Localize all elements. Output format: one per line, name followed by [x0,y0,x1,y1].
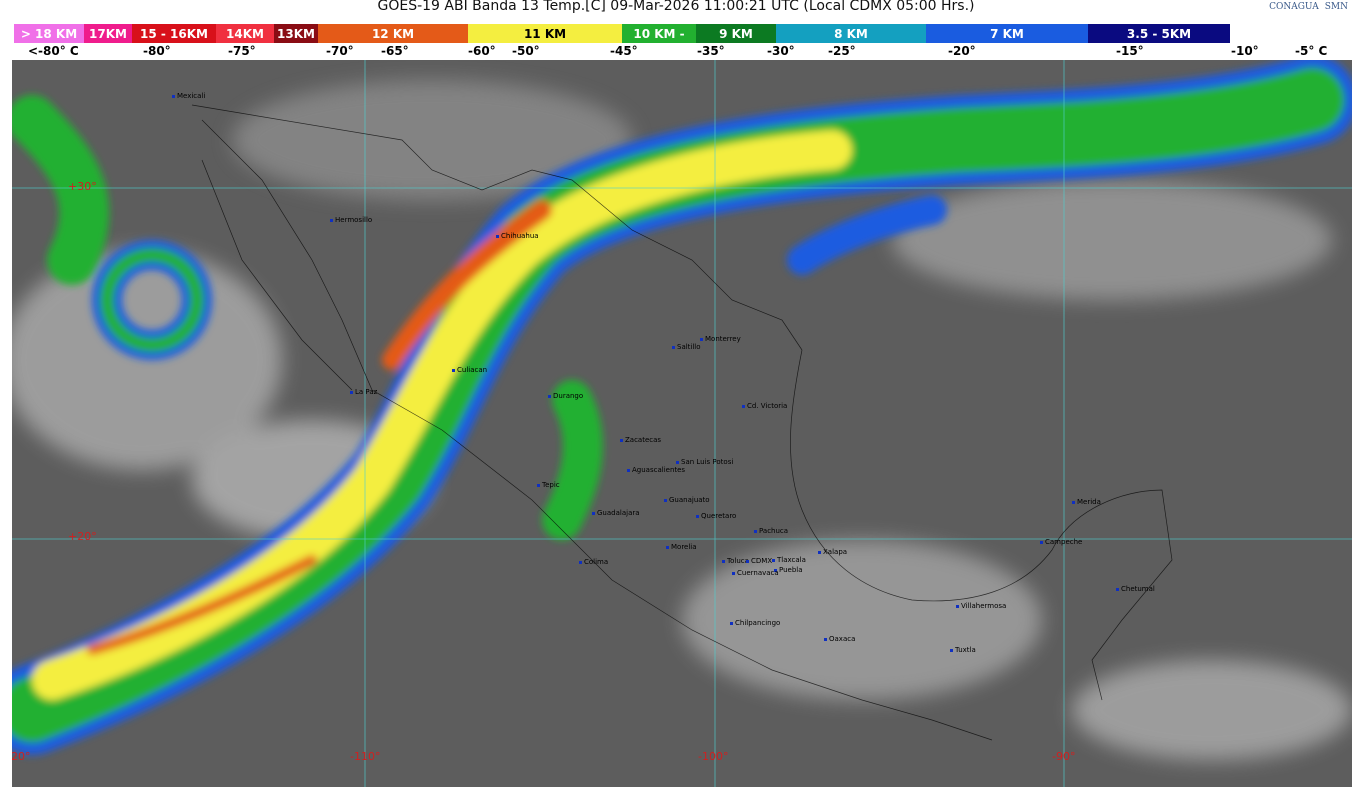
legend-temperature: -30° [767,44,795,58]
legend-temperature: -10° [1231,44,1259,58]
legend-band: 9 KM [696,24,776,43]
conagua-logo: CONAGUA [1269,2,1319,12]
city-label: Oaxaca [824,635,855,643]
legend-band: 14KM [216,24,274,43]
cloud-imagery [12,60,1352,787]
city-label: Zacatecas [620,436,661,444]
temperature-scale: <-80° C -80° -75° -70° -65° -60° -50° -45° -35° -… [0,44,1352,60]
legend-band: 15 - 16KM [132,24,216,43]
city-label: Morelia [666,543,697,551]
city-label: Aguascalientes [627,466,685,474]
legend-temperature: -70° [326,44,354,58]
legend-temperature: -50° [512,44,540,58]
city-label: Tlaxcala [772,556,806,564]
city-label: Mexicali [172,92,205,100]
coordinate-label: -110° [350,750,381,763]
legend-temperature: -80° [143,44,171,58]
coordinate-label: -100° [698,750,729,763]
agency-logos: CONAGUA SMN [1269,2,1348,12]
color-scale-legend: > 18 KM 17KM 15 - 16KM 14KM 13KM 12 KM 11 KM 10… [14,24,1352,43]
coordinate-label: +20° [68,530,97,543]
city-label: Saltillo [672,343,701,351]
legend-temperature: -20° [948,44,976,58]
coordinate-label: -90° [1052,750,1076,763]
legend-band: 13KM [274,24,318,43]
map-title: GOES-19 ABI Banda 13 Temp.[C] 09-Mar-202… [377,0,975,14]
legend-temperature: <-80° C [28,44,79,58]
city-label: Guanajuato [664,496,710,504]
city-label: Puebla [774,566,803,574]
legend-temperature: -65° [381,44,409,58]
city-label: CDMX [746,557,772,565]
city-label: Xalapa [818,548,847,556]
legend-band: 11 KM [468,24,622,43]
coordinate-label: -120° [12,750,31,763]
legend-temperature: -5° C [1295,44,1328,58]
city-label: Tepic [537,481,560,489]
legend-band: 10 KM - [622,24,696,43]
coordinate-label: +30° [68,180,97,193]
city-label: Campeche [1040,538,1082,546]
city-label: Hermosillo [330,216,372,224]
legend-band: 12 KM [318,24,468,43]
city-label: Colima [579,558,608,566]
city-label: Toluca [722,557,749,565]
city-label: Pachuca [754,527,788,535]
city-label: Chihuahua [496,232,539,240]
legend-band: 8 KM [776,24,926,43]
city-label: Monterrey [700,335,741,343]
legend-temperature: -60° [468,44,496,58]
satellite-map[interactable]: -120° -110° -100° -90° +20° +30° Mexicali Herm… [12,60,1352,787]
legend-temperature: -75° [228,44,256,58]
city-label: Queretaro [696,512,736,520]
legend-band: 7 KM [926,24,1088,43]
legend-band: 17KM [84,24,132,43]
city-label: Culiacan [452,366,487,374]
legend-temperature: -45° [610,44,638,58]
legend-temperature: -25° [828,44,856,58]
city-label: Cuernavaca [732,569,779,577]
smn-logo: SMN [1324,2,1348,12]
city-label: La Paz [350,388,377,396]
city-label: Merida [1072,498,1101,506]
city-label: Durango [548,392,583,400]
city-label: Chilpancingo [730,619,780,627]
legend-temperature: -35° [697,44,725,58]
city-label: Guadalajara [592,509,640,517]
city-label: San Luis Potosi [676,458,733,466]
city-label: Chetumal [1116,585,1155,593]
legend-band: 3.5 - 5KM [1088,24,1230,43]
legend-temperature: -15° [1116,44,1144,58]
city-label: Tuxtla [950,646,976,654]
city-label: Villahermosa [956,602,1006,610]
legend-band: > 18 KM [14,24,84,43]
city-label: Cd. Victoria [742,402,787,410]
